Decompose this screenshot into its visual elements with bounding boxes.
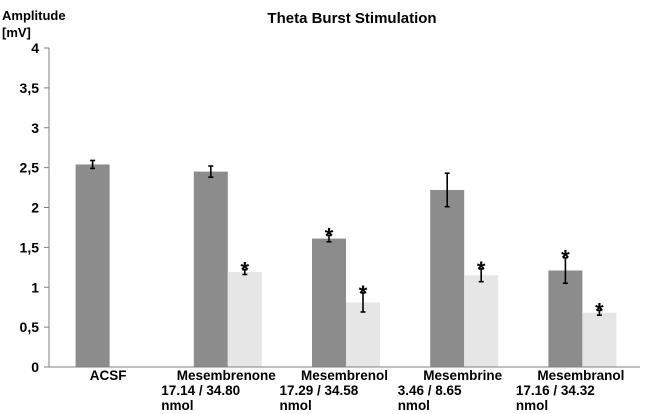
x-category-label: nmol [398, 398, 430, 413]
y-tick-label: 0 [31, 359, 39, 375]
x-category-label: 3.46 / 8.65 [398, 383, 462, 398]
x-category-label: nmol [280, 398, 312, 413]
y-tick-label: 4 [31, 40, 39, 56]
bar [312, 238, 346, 367]
x-category-label: Mesembrine [423, 368, 502, 383]
y-tick-label: 3,5 [20, 80, 40, 96]
x-category-label: Mesembrenol [301, 368, 388, 383]
bar [75, 164, 110, 367]
bars: * * * * * * [75, 159, 617, 367]
significance-marker: * [325, 223, 334, 248]
significance-marker: * [477, 257, 486, 282]
y-tick-label: 1,5 [20, 239, 40, 255]
x-category-label: Mesembrenone [177, 368, 277, 383]
significance-marker: * [595, 298, 604, 323]
y-tick-label: 1 [31, 279, 39, 295]
significance-marker: * [359, 281, 368, 306]
y-tick-label: 2 [31, 200, 39, 216]
significance-marker: * [241, 258, 250, 283]
x-category-label: nmol [161, 398, 193, 413]
bar [582, 312, 617, 367]
axes [48, 48, 640, 368]
y-tick-label: 2,5 [20, 160, 40, 176]
y-axis-ticks: 0 0,5 1 1,5 2 2,5 3 3,5 4 [20, 40, 49, 375]
significance-marker: * [561, 246, 570, 271]
bar [464, 275, 499, 367]
bar [346, 302, 380, 367]
x-category-label: 17.14 / 34.80 [161, 383, 240, 398]
bar [227, 272, 262, 367]
y-tick-label: 0,5 [20, 319, 40, 335]
y-axis-label-line2: [mV] [2, 25, 31, 40]
bar [193, 171, 228, 367]
bar [430, 189, 465, 367]
y-tick-label: 3 [31, 120, 39, 136]
x-category-label: ACSF [90, 368, 127, 383]
x-category-label: 17.16 / 34.32 [516, 383, 595, 398]
chart-title: Theta Burst Stimulation [267, 10, 436, 27]
x-category-label: nmol [516, 398, 548, 413]
x-category-label: 17.29 / 34.58 [280, 383, 359, 398]
bar [548, 270, 583, 367]
y-axis-label-line1: Amplitude [2, 8, 66, 23]
x-category-label: Mesembranol [537, 368, 624, 383]
